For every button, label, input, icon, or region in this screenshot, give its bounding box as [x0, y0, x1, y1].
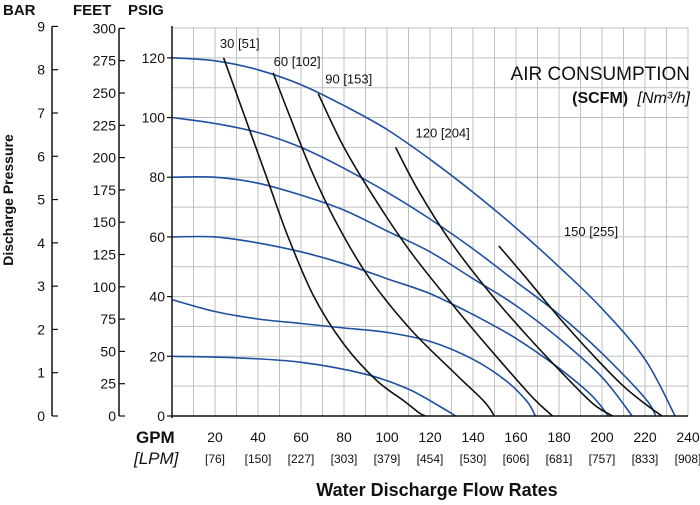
- feet-tick-label: 100: [93, 279, 117, 295]
- lpm-unit-label: [LPM]: [133, 449, 180, 468]
- psig-tick-label: 80: [149, 169, 165, 185]
- y-axis-label: Discharge Pressure: [0, 134, 16, 266]
- feet-tick-label: 75: [100, 311, 116, 327]
- psig-tick-label: 20: [149, 348, 165, 364]
- chart-axes: 0204060801001200255075100125150175200225…: [37, 18, 700, 466]
- lpm-tick-label: [454]: [417, 452, 444, 466]
- lpm-tick-label: [150]: [245, 452, 272, 466]
- bar-tick-label: 1: [37, 365, 45, 381]
- lpm-tick-label: [908]: [675, 452, 700, 466]
- lpm-tick-label: [76]: [205, 452, 225, 466]
- lpm-tick-label: [530]: [460, 452, 487, 466]
- pressure-curve: [171, 175, 633, 417]
- pressure-curve: [171, 116, 657, 417]
- psig-tick-label: 120: [142, 50, 166, 66]
- legend: AIR CONSUMPTION (SCFM) [Nm³/h]: [511, 64, 691, 107]
- lpm-tick-label: [757]: [589, 452, 616, 466]
- gpm-tick-label: 80: [336, 429, 352, 445]
- gpm-tick-label: 240: [676, 429, 700, 445]
- air-consumption-curve: [498, 245, 663, 417]
- gpm-tick-label: 40: [250, 429, 266, 445]
- feet-tick-label: 0: [108, 408, 116, 424]
- psig-axis-header: PSIG: [128, 2, 164, 19]
- air-consumption-label: 60 [102]: [274, 54, 321, 69]
- gpm-tick-label: 100: [375, 429, 399, 445]
- gpm-tick-label: 200: [590, 429, 614, 445]
- feet-tick-label: 175: [93, 182, 117, 198]
- lpm-tick-label: [681]: [546, 452, 573, 466]
- feet-tick-label: 200: [93, 150, 117, 166]
- pressure-curve: [171, 57, 676, 417]
- psig-tick-label: 0: [157, 408, 165, 424]
- air-consumption-curve: [394, 147, 614, 417]
- lpm-tick-label: [606]: [503, 452, 530, 466]
- feet-tick-label: 300: [93, 20, 117, 36]
- lpm-tick-label: [227]: [288, 452, 315, 466]
- bar-tick-label: 9: [37, 18, 45, 34]
- pressure-curve: [171, 235, 610, 417]
- x-axis-label: Water Discharge Flow Rates: [316, 480, 557, 500]
- feet-tick-label: 275: [93, 53, 117, 69]
- lpm-tick-label: [303]: [331, 452, 358, 466]
- lpm-tick-label: [833]: [632, 452, 659, 466]
- gpm-tick-label: 120: [418, 429, 442, 445]
- feet-tick-label: 25: [100, 376, 116, 392]
- air-consumption-label: 150 [255]: [564, 224, 618, 239]
- feet-tick-label: 225: [93, 117, 117, 133]
- bar-tick-label: 4: [37, 235, 45, 251]
- air-consumption-curves: 30 [51] 60 [102] 90 [153] 120 [204] 150 [255…: [220, 36, 663, 417]
- bar-tick-label: 7: [37, 105, 45, 121]
- psig-tick-label: 40: [149, 289, 165, 305]
- air-consumption-curve: [317, 93, 554, 417]
- gpm-tick-label: 220: [633, 429, 657, 445]
- legend-units: (SCFM) [Nm³/h]: [572, 90, 690, 107]
- gpm-tick-label: 140: [461, 429, 485, 445]
- psig-tick-label: 60: [149, 229, 165, 245]
- bar-tick-label: 6: [37, 148, 45, 164]
- chart-grid: [171, 27, 689, 417]
- gpm-tick-label: 20: [207, 429, 223, 445]
- pressure-curves: [171, 57, 676, 417]
- gpm-tick-label: 160: [504, 429, 528, 445]
- legend-title: AIR CONSUMPTION: [511, 64, 690, 85]
- feet-tick-label: 250: [93, 85, 117, 101]
- air-consumption-label: 30 [51]: [220, 36, 260, 51]
- psig-tick-label: 100: [142, 110, 166, 126]
- bar-tick-label: 3: [37, 278, 45, 294]
- bar-tick-label: 8: [37, 62, 45, 78]
- gpm-tick-label: 180: [547, 429, 571, 445]
- gpm-tick-label: 60: [293, 429, 309, 445]
- air-consumption-curve: [272, 72, 496, 417]
- legend-unit-scfm: (SCFM): [572, 90, 628, 107]
- air-consumption-curve: [222, 57, 427, 417]
- air-consumption-label: 120 [204]: [416, 125, 470, 140]
- legend-unit-nm3: [Nm³/h]: [637, 90, 691, 107]
- feet-tick-label: 150: [93, 214, 117, 230]
- bar-tick-label: 0: [37, 408, 45, 424]
- air-consumption-label: 90 [153]: [325, 72, 372, 87]
- lpm-tick-label: [379]: [374, 452, 401, 466]
- pressure-curve: [171, 355, 457, 417]
- bar-axis-header: BAR: [3, 2, 36, 19]
- bar-tick-label: 2: [37, 321, 45, 337]
- bar-tick-label: 5: [37, 192, 45, 208]
- gpm-unit-label: GPM: [136, 428, 175, 447]
- feet-tick-label: 125: [93, 246, 117, 262]
- feet-axis-header: FEET: [73, 2, 111, 19]
- pressure-curve: [171, 298, 537, 417]
- feet-tick-label: 50: [100, 343, 116, 359]
